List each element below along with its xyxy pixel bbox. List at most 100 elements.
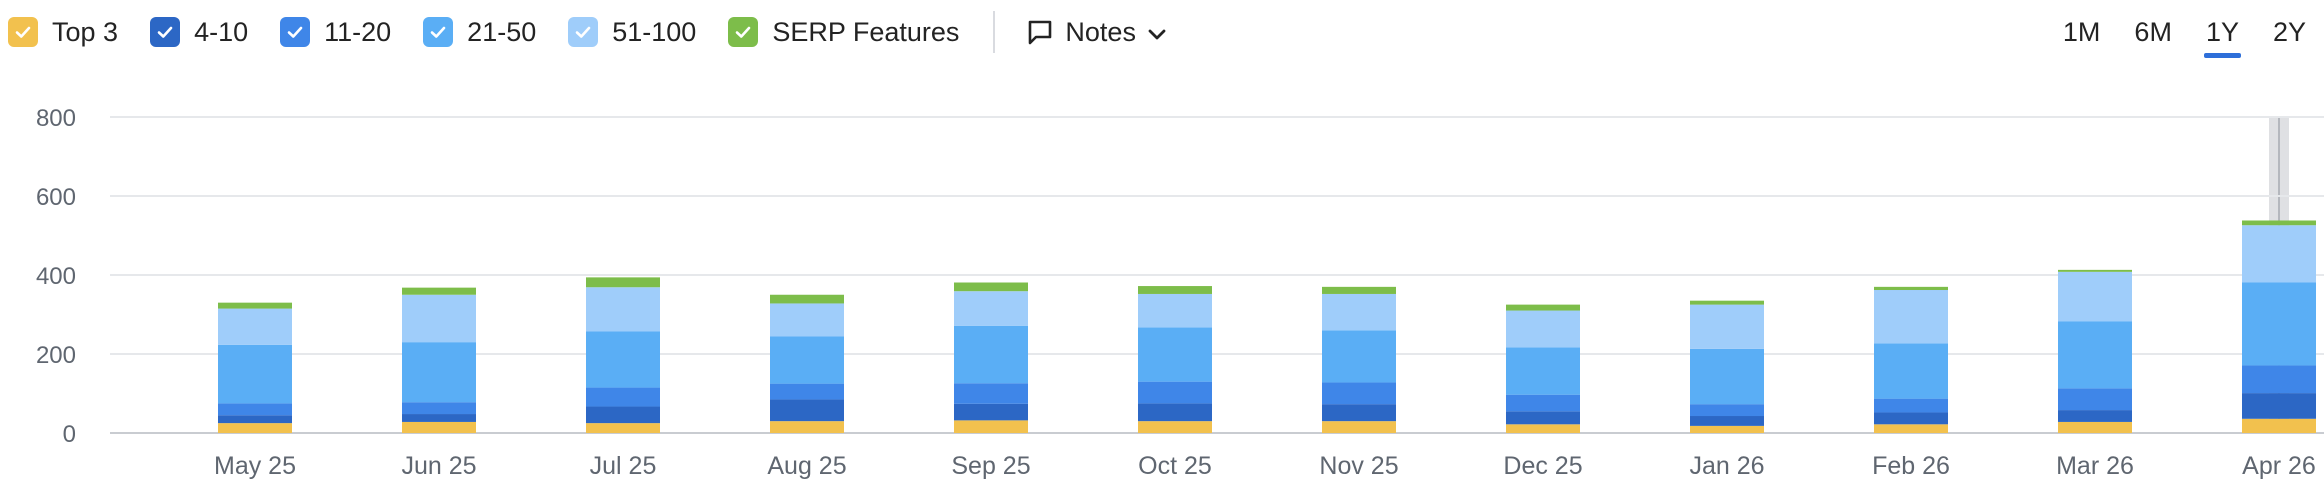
bar-segment (1874, 286, 1948, 291)
bar-segment (954, 282, 1028, 292)
range-1m-button[interactable]: 1M (2062, 17, 2101, 47)
bar-segment (1690, 404, 1764, 417)
bar-segment (954, 291, 1028, 326)
range-1y-button[interactable]: 1Y (2203, 12, 2242, 58)
legend-checkbox[interactable] (728, 17, 759, 47)
bar-segment (1690, 416, 1764, 426)
legend-checkbox[interactable] (423, 17, 454, 47)
range-2y-button[interactable]: 2Y (2272, 17, 2306, 47)
bar-segment (218, 308, 292, 345)
y-tick-label: 600 (36, 184, 76, 211)
bar-segment (2058, 321, 2132, 389)
chart-legend: Top 3 4-10 11-20 21-50 51-100 SERP Featu… (8, 10, 1168, 54)
bar-segment (2058, 421, 2132, 433)
bar-segment (1138, 403, 1212, 422)
bar-segment (402, 414, 476, 422)
legend-divider (993, 11, 996, 53)
legend-checkbox[interactable] (568, 17, 599, 47)
bar-segment (586, 387, 660, 407)
legend-checkbox[interactable] (8, 17, 38, 47)
legend-label: SERP Features (772, 16, 960, 47)
legend-item-51-100[interactable]: 51-100 (568, 17, 696, 48)
checkmark-icon (430, 26, 446, 38)
bar-segment (1506, 394, 1580, 412)
checkmark-icon (287, 26, 303, 38)
range-6m-button[interactable]: 6M (2134, 17, 2172, 47)
bar-segment (1322, 382, 1396, 405)
bar-segment (2242, 282, 2316, 366)
bar-segment (1138, 327, 1212, 382)
y-tick-label: 0 (63, 421, 76, 448)
x-tick-label: Sep 25 (951, 452, 1030, 480)
bar-segment (1322, 421, 1396, 433)
bar-segment (1874, 398, 1948, 413)
legend-label: 21-50 (467, 16, 537, 47)
bar-segment (2242, 365, 2316, 394)
bar-segment (1690, 304, 1764, 349)
x-tick-label: May 25 (214, 452, 296, 480)
bar-segment (1874, 290, 1948, 344)
bar-segment (2242, 225, 2316, 283)
bar-segment (218, 423, 292, 433)
bar-segment (218, 415, 292, 424)
legend-label: 51-100 (612, 16, 697, 47)
bar-segment (402, 402, 476, 415)
x-tick-label: Nov 25 (1319, 452, 1398, 480)
bar-segment (2058, 410, 2132, 422)
bar-segment (1506, 411, 1580, 425)
bar-segment (1322, 293, 1396, 331)
bar-segment (1874, 424, 1948, 433)
bar-segment (2058, 388, 2132, 411)
legend-checkbox[interactable] (280, 17, 311, 47)
bar-segment (1138, 421, 1212, 433)
x-tick-label: Feb 26 (1872, 452, 1950, 480)
bar-segment (1874, 343, 1948, 399)
bar-segment (1322, 330, 1396, 383)
x-tick-label: Dec 25 (1503, 452, 1582, 480)
bar-segment (1506, 424, 1580, 433)
legend-item-11-20[interactable]: 11-20 (280, 17, 391, 48)
legend-checkbox[interactable] (150, 17, 181, 47)
bar-segment (770, 421, 844, 433)
bar-segment (1506, 304, 1580, 311)
bar-segment (954, 420, 1028, 433)
bar-segment (1138, 381, 1212, 404)
bar-segment (2058, 271, 2132, 322)
bar-segment (2242, 418, 2316, 433)
chevron-down-icon (1148, 29, 1166, 40)
y-tick-label: 400 (36, 263, 76, 290)
y-tick-label: 800 (36, 105, 76, 132)
legend-item-21-50[interactable]: 21-50 (423, 17, 536, 48)
legend-item-4-10[interactable]: 4-10 (150, 17, 248, 48)
bar-segment (586, 277, 660, 288)
bar-segment (1690, 425, 1764, 433)
bar-segment (218, 344, 292, 404)
time-range-selector: 1M 6M 1Y 2Y (2029, 12, 2306, 58)
bar-segment (218, 302, 292, 309)
legend-label: 4-10 (194, 16, 249, 47)
bar-segment (402, 287, 476, 295)
bar-segment (402, 342, 476, 403)
checkmark-icon (575, 26, 591, 38)
x-tick-label: Aug 25 (767, 452, 846, 480)
legend-item-top-3[interactable]: Top 3 (8, 17, 118, 48)
stacked-bar-chart: 0 200 400 600 800 May 25 Jun 25 Jul 25 Aug 25 Sep… (36, 105, 2324, 480)
bar-segment (586, 423, 660, 433)
bar-segment (1322, 286, 1396, 294)
legend-item-serp-features[interactable]: SERP Features (728, 17, 959, 48)
notes-label: Notes (1065, 16, 1136, 47)
legend-label: 11-20 (324, 16, 392, 47)
legend-label: Top 3 (52, 16, 119, 47)
bar-segment (2242, 220, 2316, 226)
bar-segment (218, 403, 292, 416)
bar-segment (770, 383, 844, 400)
bar-segment (1690, 300, 1764, 305)
bar-segment (2242, 393, 2316, 419)
notes-dropdown[interactable]: Notes (1025, 17, 1168, 48)
checkmark-icon (15, 26, 31, 38)
bar-segment (1506, 310, 1580, 348)
x-tick-label: Apr 26 (2242, 452, 2316, 480)
bar-segment (1506, 347, 1580, 395)
bar-segment (1138, 293, 1212, 328)
checkmark-icon (157, 26, 173, 38)
